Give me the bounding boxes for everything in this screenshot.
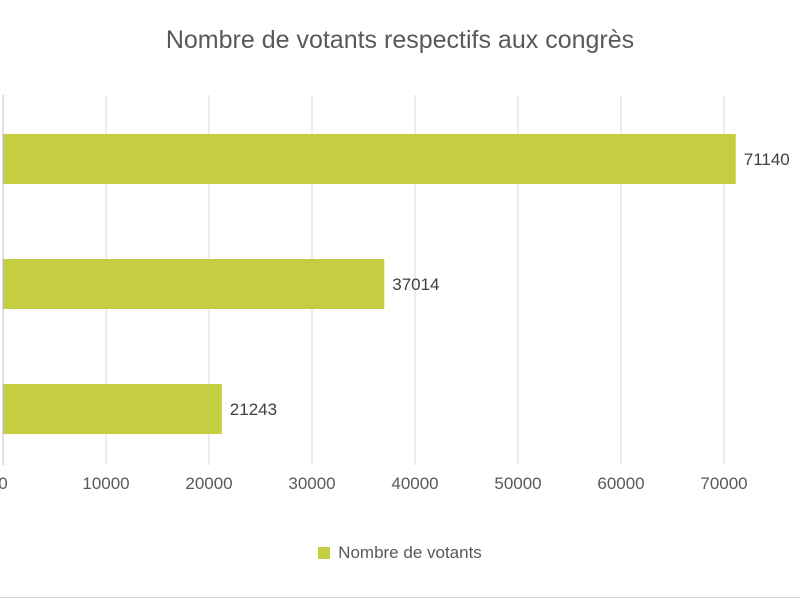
legend: Nombre de votants	[0, 543, 800, 563]
x-tick-label: 30000	[288, 474, 335, 493]
x-tick-label: 20000	[185, 474, 232, 493]
bar	[3, 384, 222, 434]
chart-title: Nombre de votants respectifs aux congrès	[165, 26, 635, 54]
bar	[3, 134, 736, 184]
x-tick-label: 10000	[82, 474, 129, 493]
x-tick-label: 50000	[494, 474, 541, 493]
bar	[3, 259, 385, 309]
x-tick-label: 60000	[597, 474, 644, 493]
x-tick-label: 0	[0, 474, 8, 493]
data-label: 21243	[230, 400, 277, 419]
x-tick-label: 40000	[391, 474, 438, 493]
data-label: 71140	[744, 150, 790, 169]
x-tick-label: 70000	[700, 474, 747, 493]
data-label: 37014	[392, 275, 439, 294]
legend-swatch	[318, 547, 331, 559]
legend-label: Nombre de votants	[338, 543, 482, 562]
